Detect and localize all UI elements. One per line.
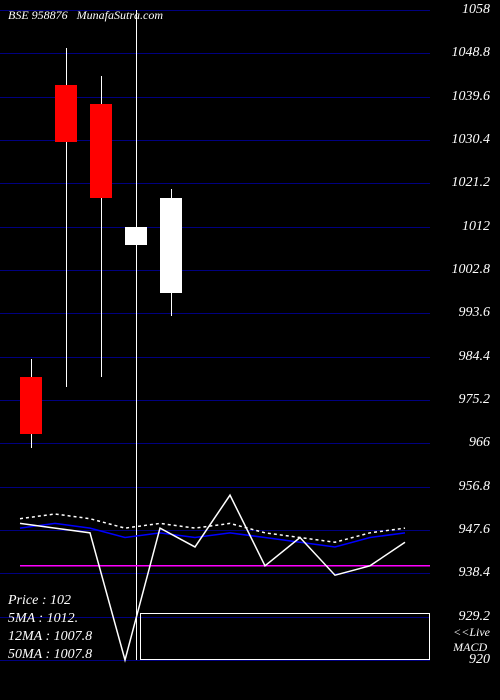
grid-label: 1030.4 [452,132,491,148]
gridline [0,443,430,444]
grid-label: 1048.8 [452,45,491,61]
grid-label: 984.4 [459,349,491,365]
candle-body [55,85,77,142]
grid-label: 929.2 [459,609,491,625]
ma-blue-line [20,523,405,547]
ma50-label: 50MA : 1007.8 [8,647,92,663]
candle-body [160,198,182,292]
gridline [0,487,430,488]
grid-label: 993.6 [459,305,491,321]
stock-chart: BSE 958876 MunafaSutra.com 920929.2938.4… [0,0,500,700]
grid-label: 1021.2 [452,175,491,191]
price-info-panel: Price : 102 5MA : 1012. 12MA : 1007.8 50… [8,593,92,665]
grid-label: 966 [469,435,490,451]
volume-box [140,613,430,660]
gridline [0,270,430,271]
price-label: Price : 102 [8,593,92,609]
grid-label: 1002.8 [452,262,491,278]
gridline [0,573,430,574]
gridline [0,400,430,401]
macd-label: <<Live MACD [453,625,490,655]
candle-body [90,104,112,198]
gridline [0,357,430,358]
gridline [0,313,430,314]
grid-label: 1058 [462,2,490,18]
candle-body [20,377,42,434]
gridline [0,530,430,531]
ma5-label: 5MA : 1012. [8,611,92,627]
grid-label: 1012 [462,219,490,235]
ma-dashed-line [20,514,405,542]
grid-label: 938.4 [459,565,491,581]
chart-header: BSE 958876 MunafaSutra.com [8,8,163,23]
grid-label: 956.8 [459,479,491,495]
grid-label: 1039.6 [452,89,491,105]
gridline [0,227,430,228]
candle-body [125,227,147,246]
grid-label: 947.6 [459,522,491,538]
ma12-label: 12MA : 1007.8 [8,629,92,645]
gridline [0,53,430,54]
candle-wick [136,10,137,660]
symbol-text: BSE 958876 [8,8,68,22]
grid-label: 975.2 [459,392,491,408]
gridline [0,183,430,184]
watermark-text: MunafaSutra.com [77,8,163,22]
